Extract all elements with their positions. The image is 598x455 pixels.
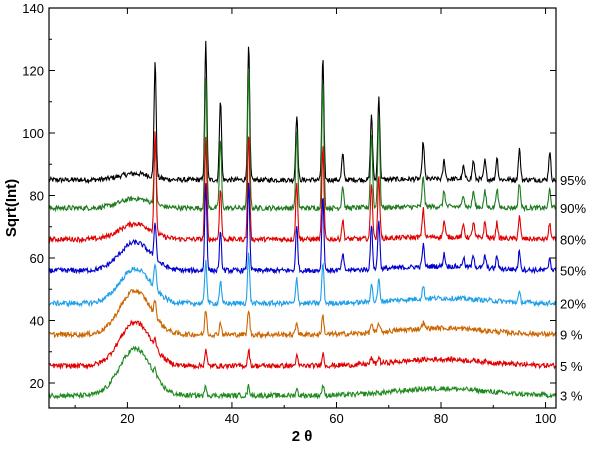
series-line — [49, 40, 556, 185]
series-line — [49, 345, 556, 400]
series-line — [49, 131, 556, 244]
y-tick-label: 60 — [30, 251, 44, 266]
series-label: 90% — [560, 201, 586, 216]
y-tick-label: 20 — [30, 376, 44, 391]
series-line — [49, 319, 556, 371]
y-tick-label: 40 — [30, 314, 44, 329]
x-tick-label: 40 — [225, 411, 239, 426]
series-label: 80% — [560, 232, 586, 247]
y-tick-label: 120 — [22, 64, 44, 79]
series-labels: 95% 90% 80% 50% 20% 9 % 5 % 3 % — [560, 173, 586, 404]
series-label: 95% — [560, 173, 586, 188]
series-line — [49, 252, 556, 308]
x-axis: 20 40 60 80 100 — [74, 8, 557, 426]
series-label: 20% — [560, 296, 586, 311]
series-label: 9 % — [560, 328, 583, 343]
series-group — [49, 40, 556, 400]
series-line — [49, 288, 556, 340]
series-label: 50% — [560, 264, 586, 279]
x-tick-label: 100 — [535, 411, 557, 426]
series-line — [49, 68, 556, 213]
plot-frame — [48, 7, 557, 409]
x-tick-label: 80 — [434, 411, 448, 426]
x-axis-label: 2 θ — [292, 428, 313, 445]
y-axis: 20 40 60 80 100 120 140 — [22, 1, 556, 391]
y-tick-label: 140 — [22, 1, 44, 16]
x-tick-label: 60 — [329, 411, 343, 426]
y-tick-label: 100 — [22, 126, 44, 141]
series-label: 3 % — [560, 389, 583, 404]
series-label: 5 % — [560, 359, 583, 374]
x-tick-label: 20 — [120, 411, 134, 426]
y-tick-label: 80 — [30, 189, 44, 204]
series-line — [49, 182, 556, 275]
y-axis-label: Sqrt(Int) — [3, 179, 20, 237]
